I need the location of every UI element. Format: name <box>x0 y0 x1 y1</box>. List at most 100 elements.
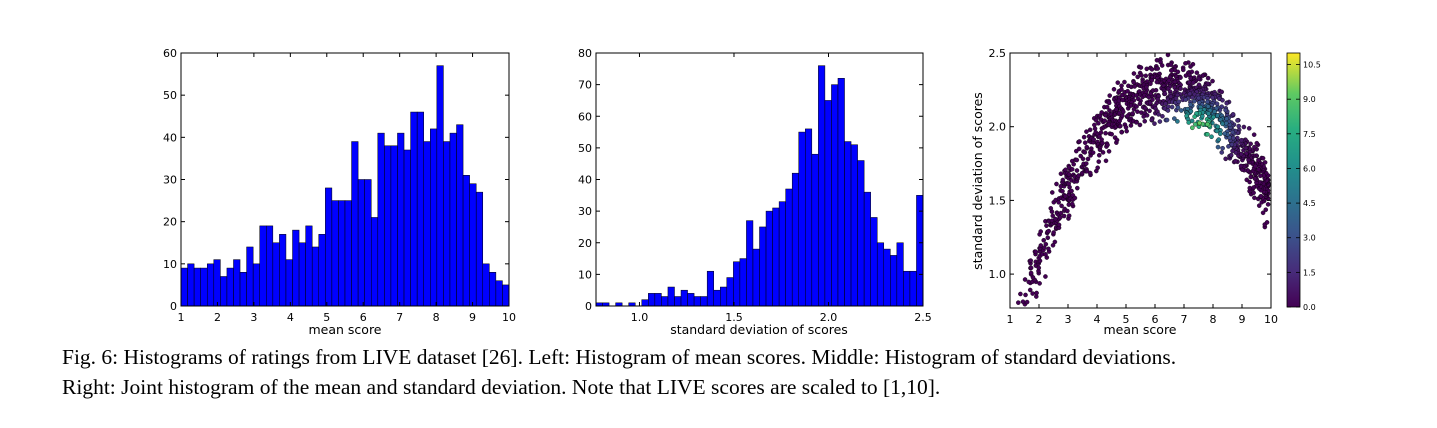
scatter-point <box>1191 98 1197 104</box>
scatter-point <box>1239 137 1244 143</box>
scatter-point <box>1188 108 1194 114</box>
colorbar-tick-label: 1.5 <box>1303 268 1316 277</box>
histogram-bar <box>831 84 839 307</box>
scatter-point <box>1180 67 1186 73</box>
scatter-point <box>1134 104 1139 109</box>
plot-frame <box>180 52 510 307</box>
scatter-point <box>1139 72 1144 78</box>
histogram-bar <box>311 246 320 307</box>
scatter-point <box>1132 84 1137 89</box>
histogram-bar <box>325 187 333 307</box>
scatter-point <box>1100 140 1105 146</box>
scatter-point <box>1072 195 1078 201</box>
colorbar: 0.0 1.5 3.0 4.5 6.0 7.5 9.0 10.5 <box>1286 52 1321 312</box>
scatter-point <box>1246 126 1252 131</box>
scatter-point <box>1100 150 1106 155</box>
histogram-bar <box>436 65 444 307</box>
scatter-point <box>1193 122 1198 127</box>
histogram-bar <box>370 217 379 307</box>
scatter-point <box>1069 188 1074 194</box>
scatter-point <box>1230 135 1236 141</box>
scatter-point <box>1054 181 1059 187</box>
scatter-point <box>1119 129 1124 135</box>
scatter-point <box>1157 119 1163 124</box>
scatter-point <box>1149 67 1155 72</box>
scatter-point <box>1103 158 1109 164</box>
scatter-point <box>1023 292 1028 298</box>
scatter-point <box>1229 142 1235 147</box>
x-tick-label: 8 <box>1210 313 1217 326</box>
y-tick-label: 60 <box>163 47 177 60</box>
histogram-bar <box>279 234 287 307</box>
histogram-bar <box>661 296 669 307</box>
scatter-point <box>1037 281 1042 286</box>
scatter-point <box>1034 290 1039 296</box>
scatter-point <box>1082 140 1088 145</box>
histogram-bar <box>818 65 826 307</box>
histogram-bar <box>844 141 852 307</box>
scatter-point <box>1113 107 1119 112</box>
scatter-point <box>1196 76 1202 82</box>
histogram-bar <box>482 263 490 307</box>
scatter-point <box>1028 270 1034 276</box>
scatter-point <box>1175 69 1181 75</box>
histogram-bar <box>785 188 793 307</box>
scatter-point <box>1038 229 1043 234</box>
scatter-point <box>1150 97 1155 102</box>
points <box>1016 52 1271 307</box>
scatter-point <box>1125 113 1130 119</box>
scatter-point <box>1162 91 1168 96</box>
scatter-point <box>1224 100 1230 106</box>
scatter-point <box>1196 95 1201 101</box>
histogram-bar <box>680 289 688 307</box>
scatter-point <box>1081 134 1087 140</box>
histogram-bar <box>759 226 767 307</box>
colorbar-tick-label: 3.0 <box>1303 234 1316 243</box>
scatter-point <box>1121 109 1126 115</box>
histogram-bar <box>226 267 234 307</box>
scatter-point <box>1105 142 1110 148</box>
histogram-bar <box>469 183 477 307</box>
scatter-point <box>1138 65 1144 70</box>
scatter-point <box>1256 157 1261 163</box>
histogram-bar <box>502 284 510 307</box>
histogram-bar <box>752 248 760 307</box>
scatter-point <box>1190 80 1196 85</box>
scatter-point <box>1241 124 1247 130</box>
scatter-point <box>1220 97 1225 103</box>
histogram-bar <box>384 145 392 307</box>
x-axis-label: mean score <box>308 322 381 337</box>
histogram-bar <box>298 242 306 307</box>
scatter-point <box>1154 57 1160 63</box>
x-tick-label: 5 <box>1123 313 1130 326</box>
caption-line-1: Fig. 6: Histograms of ratings from LIVE … <box>62 345 1177 369</box>
scatter-point <box>1166 78 1172 83</box>
x-axis-label: standard deviation of scores <box>670 322 848 337</box>
histogram-bar <box>667 286 675 307</box>
colorbar-tick-labels: 0.0 1.5 3.0 4.5 6.0 7.5 9.0 10.5 <box>1287 61 1321 312</box>
histogram-bar <box>200 267 208 307</box>
histogram-bar <box>285 259 293 307</box>
scatter-point <box>1165 108 1171 113</box>
scatter-point <box>1155 66 1161 71</box>
scatter-point <box>1109 131 1114 137</box>
scatter-point <box>1224 116 1229 122</box>
scatter-point <box>1119 83 1124 88</box>
scatter-point <box>1053 216 1058 222</box>
histogram-bar <box>850 144 858 307</box>
scatter-point <box>1033 249 1039 255</box>
scatter-point <box>1123 125 1129 130</box>
scatter-point <box>1124 128 1129 134</box>
scatter-point <box>1118 123 1123 129</box>
scatter-point <box>1060 177 1066 183</box>
histogram-bar <box>857 160 865 307</box>
scatter-point <box>1128 123 1134 128</box>
scatter-point <box>1243 145 1249 151</box>
scatter-point <box>1046 246 1051 252</box>
scatter-point <box>1156 112 1161 117</box>
colorbar-tick-label: 6.0 <box>1303 164 1316 173</box>
y-tick-label: 10 <box>163 258 177 271</box>
histogram-bar <box>863 191 871 307</box>
y-tick-label: 1.0 <box>989 268 1007 281</box>
histogram-bar <box>903 270 911 307</box>
